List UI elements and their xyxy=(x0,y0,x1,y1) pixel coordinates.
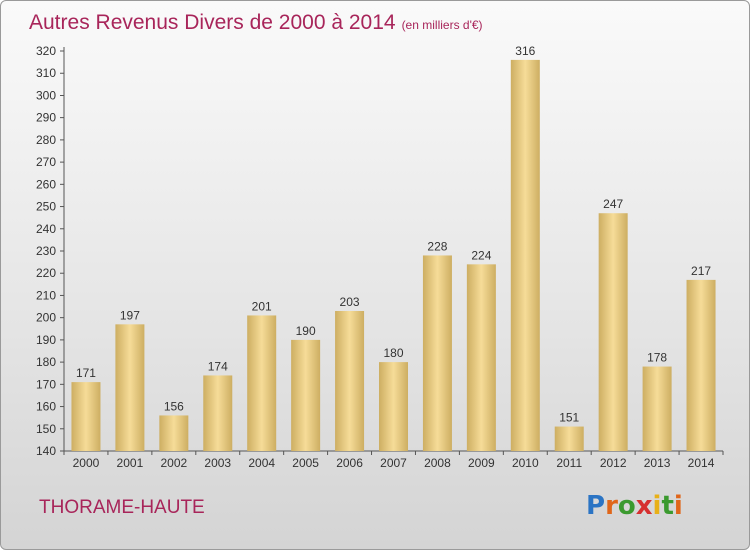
data-labels: 171 197 156 174 201 190 203 180 228 224 316 151 247 1… xyxy=(76,44,711,425)
bar-2001 xyxy=(115,324,145,451)
proxiti-logo[interactable]: Proxiti xyxy=(586,491,683,521)
data-label-2011: 151 xyxy=(559,411,579,425)
bar-2014 xyxy=(686,279,716,451)
y-tick-label: 260 xyxy=(36,177,56,191)
bar-2000 xyxy=(71,382,101,451)
bar-2012 xyxy=(598,213,628,451)
y-tick-label: 140 xyxy=(36,444,56,458)
y-tick-label: 170 xyxy=(36,377,56,391)
data-label-2014: 217 xyxy=(691,264,711,278)
data-label-2013: 178 xyxy=(647,351,667,365)
y-tick-label: 310 xyxy=(36,66,56,80)
x-tick-label: 2009 xyxy=(468,456,495,470)
data-label-2002: 156 xyxy=(164,399,184,413)
y-tick-label: 180 xyxy=(36,355,56,369)
bar-2009 xyxy=(466,264,496,451)
y-tick-label: 240 xyxy=(36,222,56,236)
bar-2011 xyxy=(554,426,584,451)
y-tick-label: 150 xyxy=(36,422,56,436)
y-tick-label: 220 xyxy=(36,266,56,280)
x-tick-label: 2006 xyxy=(336,456,363,470)
data-label-2001: 197 xyxy=(120,308,140,322)
bar-2004 xyxy=(247,315,277,451)
data-label-2007: 180 xyxy=(383,346,403,360)
x-tick-label: 2000 xyxy=(73,456,100,470)
title-text: Autres Revenus Divers de 2000 à 2014 xyxy=(29,11,396,34)
x-tick-label: 2014 xyxy=(688,456,715,470)
y-tick-label: 210 xyxy=(36,288,56,302)
y-tick-label: 290 xyxy=(36,111,56,125)
data-label-2005: 190 xyxy=(296,324,316,338)
y-tick-label: 250 xyxy=(36,200,56,214)
bar-2006 xyxy=(335,311,365,451)
x-tick-label: 2004 xyxy=(248,456,275,470)
x-tick-label: 2011 xyxy=(556,456,582,470)
bar-2007 xyxy=(379,362,408,451)
bar-2010 xyxy=(510,59,540,452)
x-tick-label: 2007 xyxy=(380,456,407,470)
data-label-2006: 203 xyxy=(340,295,360,309)
y-tick-label: 200 xyxy=(36,311,56,325)
x-tick-label: 2005 xyxy=(292,456,319,470)
y-tick-label: 230 xyxy=(36,244,56,258)
x-tick-label: 2010 xyxy=(512,456,539,470)
data-label-2012: 247 xyxy=(603,197,623,211)
chart-title: Autres Revenus Divers de 2000 à 2014 (en … xyxy=(29,11,483,35)
x-tick-label: 2008 xyxy=(424,456,451,470)
title-unit: (en milliers d'€) xyxy=(401,18,483,32)
x-tick-label: 2012 xyxy=(600,456,627,470)
bar-2003 xyxy=(203,375,233,451)
bar-2005 xyxy=(291,339,321,451)
y-tick-label: 300 xyxy=(36,88,56,102)
data-label-2000: 171 xyxy=(76,366,96,380)
bar-2002 xyxy=(159,415,189,451)
y-tick-label: 320 xyxy=(36,44,56,58)
x-tick-label: 2001 xyxy=(117,456,144,470)
bar-2008 xyxy=(422,255,452,451)
commune-name: THORAME-HAUTE xyxy=(39,497,205,518)
data-label-2004: 201 xyxy=(252,299,272,313)
x-tick-label: 2003 xyxy=(204,456,231,470)
data-label-2010: 316 xyxy=(515,44,535,58)
y-tick-label: 190 xyxy=(36,333,56,347)
x-tick-label: 2002 xyxy=(160,456,187,470)
data-label-2003: 174 xyxy=(208,359,228,373)
x-tick-label: 2013 xyxy=(644,456,671,470)
bars xyxy=(71,59,716,452)
y-tick-label: 270 xyxy=(36,155,56,169)
data-label-2009: 224 xyxy=(471,248,491,262)
y-tick-label: 160 xyxy=(36,400,56,414)
y-tick-label: 280 xyxy=(36,133,56,147)
data-label-2008: 228 xyxy=(427,239,447,253)
bar-2013 xyxy=(642,366,672,451)
